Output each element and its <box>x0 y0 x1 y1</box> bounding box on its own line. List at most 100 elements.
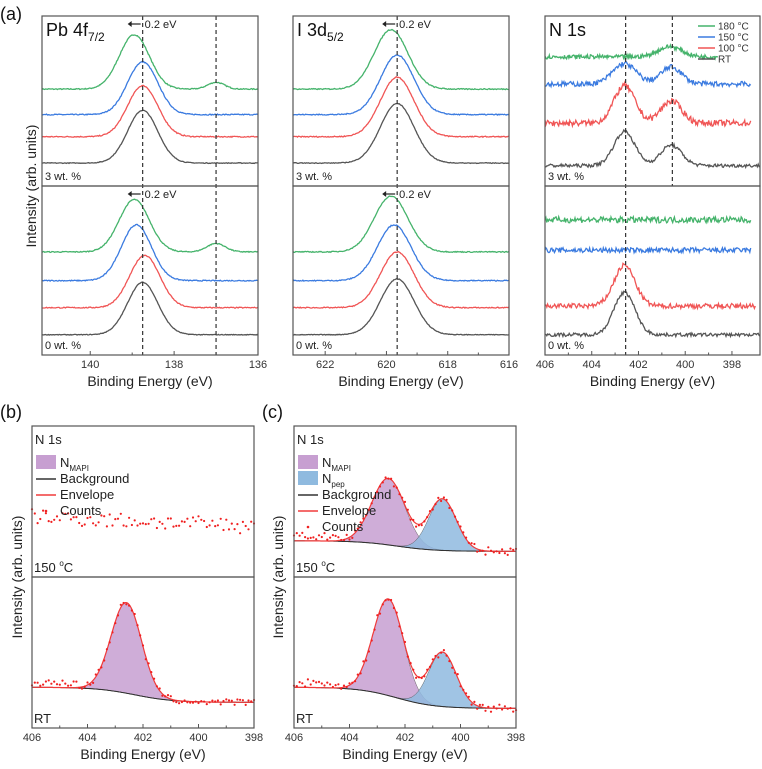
count-point <box>92 681 95 685</box>
count-point <box>191 516 195 519</box>
count-point <box>175 524 178 528</box>
x-tick-label: 402 <box>396 732 414 744</box>
count-point <box>136 524 139 527</box>
count-point <box>39 517 42 521</box>
count-point <box>387 598 390 601</box>
count-point <box>50 682 53 685</box>
count-point <box>130 609 133 612</box>
count-point <box>208 701 211 704</box>
legend-label: RT <box>718 55 731 66</box>
count-point <box>122 601 125 605</box>
count-point <box>334 534 337 538</box>
condition-sup: o <box>59 559 64 568</box>
count-point <box>423 675 426 678</box>
sample-label: 3 wt. % <box>548 171 584 183</box>
count-point <box>169 517 172 520</box>
count-point <box>200 700 203 703</box>
count-point <box>214 700 217 703</box>
count-point <box>89 516 92 519</box>
count-point <box>376 614 379 617</box>
legend-name: Counts <box>322 519 364 534</box>
count-point <box>186 517 189 520</box>
count-point <box>437 656 440 659</box>
x-axis-label: Binding Energy (eV) <box>87 373 212 389</box>
count-point <box>487 705 490 708</box>
count-point <box>331 685 334 689</box>
count-point <box>166 517 170 520</box>
count-point <box>36 681 39 684</box>
count-point <box>392 485 395 488</box>
count-point <box>64 512 67 516</box>
count-point <box>42 683 45 686</box>
panel-title: I 3d5/2 <box>297 20 344 44</box>
count-point <box>415 525 418 528</box>
count-point <box>153 517 156 520</box>
count-point <box>431 658 434 661</box>
count-point <box>467 541 470 544</box>
condition-sup: o <box>321 559 326 568</box>
series-line-180-C <box>544 42 719 61</box>
legend-name: Envelope <box>60 487 114 502</box>
count-point <box>442 649 445 652</box>
series-line-150-C <box>41 223 258 282</box>
count-point <box>133 612 136 616</box>
sample-label: 0 wt. % <box>548 340 584 352</box>
count-point <box>378 485 382 488</box>
count-point <box>409 662 412 665</box>
legend-label: Counts <box>60 503 102 518</box>
count-point <box>331 534 334 537</box>
count-point <box>492 705 495 708</box>
count-point <box>381 481 384 484</box>
series-line-180-C <box>544 214 752 225</box>
y-axis-label-a: Intensity (arb. units) <box>23 125 39 248</box>
count-point <box>97 521 100 524</box>
legend-label: Counts <box>322 519 364 534</box>
subplot-frame-bottom <box>31 576 255 729</box>
count-point <box>130 523 133 527</box>
count-point <box>437 496 440 499</box>
x-tick-label: 398 <box>507 732 525 744</box>
x-tick-label: 404 <box>78 732 96 744</box>
subplot-frame-bottom <box>544 185 761 356</box>
count-point <box>351 536 354 540</box>
panel-title: N 1s <box>297 432 324 447</box>
count-point <box>155 526 158 530</box>
x-tick-label: 616 <box>500 359 518 371</box>
count-point <box>178 524 181 527</box>
count-point <box>456 520 459 524</box>
count-point <box>298 681 301 684</box>
series-line-180-C <box>41 34 259 91</box>
plot-i: 622 620 618 616 Binding Energy (eV) 3 wt. % 0.… <box>292 15 518 389</box>
x-tick-label: 406 <box>23 732 41 744</box>
count-point <box>509 707 512 710</box>
count-point <box>484 553 487 556</box>
legend-name: Background <box>322 487 391 502</box>
legend-label: 180 °C <box>718 22 749 33</box>
subplot-frame-bottom <box>41 185 259 356</box>
series-line-100-C <box>292 250 510 309</box>
count-point <box>487 546 490 549</box>
count-point <box>214 525 217 528</box>
x-tick-label: 402 <box>629 359 647 371</box>
count-point <box>119 603 122 606</box>
count-point <box>83 523 86 526</box>
count-point <box>345 533 348 537</box>
x-tick-label: 400 <box>451 732 469 744</box>
count-point <box>250 520 253 523</box>
count-point <box>197 701 200 705</box>
shift-annotation: 0.2 eV <box>145 189 177 201</box>
count-point <box>381 603 384 606</box>
count-point <box>105 648 108 651</box>
count-point <box>342 684 346 687</box>
x-tick-label: 620 <box>377 359 395 371</box>
panel-title: Pb 4f7/2 <box>46 20 105 44</box>
count-point <box>481 549 484 553</box>
count-point <box>189 701 192 704</box>
count-point <box>401 632 404 635</box>
count-point <box>53 518 56 521</box>
count-point <box>44 512 48 515</box>
x-axis-label: Binding Energy (eV) <box>342 746 467 762</box>
x-tick-label: 398 <box>723 359 741 371</box>
envelope-line <box>294 477 516 552</box>
count-point <box>373 628 376 631</box>
